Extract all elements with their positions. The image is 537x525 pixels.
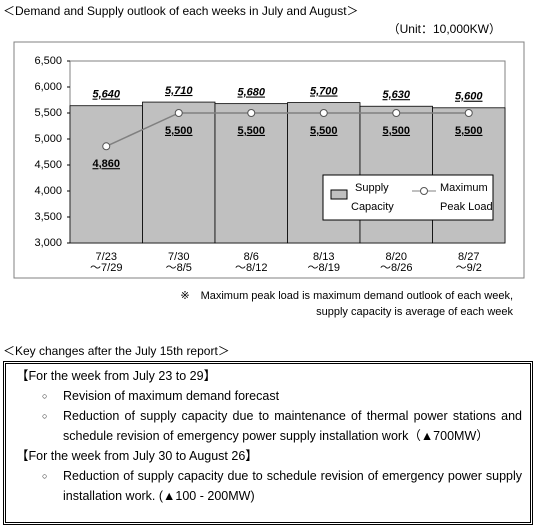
data-label: 5,500 [455, 125, 483, 137]
x-tick-label: 8/27 [458, 251, 479, 263]
data-label: 5,500 [237, 125, 265, 137]
unit: （Unit：10,000KW） [387, 22, 501, 36]
line [105, 112, 469, 147]
data-label: 5,640 [92, 89, 120, 101]
legend-label: Supply Capacity [351, 182, 394, 213]
legend-marker [420, 187, 428, 195]
x-tick-label: 8/6 [244, 251, 259, 263]
y-tick-label: 5,000 [34, 133, 62, 145]
bar [142, 101, 216, 244]
data-label: 5,630 [382, 89, 410, 101]
list-item: Reduction of supply capacity due to sche… [6, 466, 530, 506]
bar [214, 103, 288, 244]
y-tick-label: 5,500 [34, 107, 62, 119]
list-item: Revision of maximum demand forecast [6, 386, 530, 406]
data-label: 5,500 [382, 125, 410, 137]
note: supply capacity is average of each week [316, 306, 513, 318]
legend [322, 174, 494, 221]
list-item: Reduction of supply capacity due to main… [6, 406, 530, 446]
legend-swatch [330, 189, 348, 200]
section-title: ＜Key changes after the July 15th report＞ [3, 344, 230, 358]
y-tick-label: 6,000 [34, 81, 62, 93]
data-label: 5,500 [165, 125, 193, 137]
x-tick-label: 7/23 [96, 251, 117, 263]
line-point [102, 142, 111, 151]
line-point [319, 109, 328, 117]
y-tick-label: 3,500 [34, 211, 62, 223]
chart: 3,000 3,500 4,000 4,500 5,000 5,500 6,000 6,500… [13, 41, 525, 279]
y-tick-label: 3,000 [34, 237, 62, 249]
section-heading: 【For the week from July 23 to 29】 [16, 369, 217, 383]
line-point [174, 109, 183, 117]
y-tick-label: 6,500 [34, 55, 62, 67]
x-tick-label: ～8/19 [308, 262, 340, 274]
line-point [247, 109, 256, 117]
x-tick-label: ～8/12 [235, 262, 267, 274]
x-tick-label: ～8/5 [166, 262, 192, 274]
bar [69, 105, 143, 244]
data-label: 5,600 [455, 91, 483, 103]
note: ※ Maximum peak load is maximum demand ou… [180, 290, 513, 302]
y-tick-label: 4,500 [34, 159, 62, 171]
x-tick-label: 7/30 [168, 251, 189, 263]
line-point [464, 109, 473, 117]
line-point [392, 109, 401, 117]
x-tick-label: ～9/2 [456, 262, 482, 274]
chart-title: ＜Demand and Supply outlook of each weeks… [3, 4, 359, 18]
x-tick-label: 8/20 [386, 251, 407, 263]
key-changes-box: 【For the week from July 23 to 29】 Revisio… [3, 361, 533, 525]
bar [287, 102, 361, 244]
legend-label: Maximum Peak Load [440, 182, 493, 213]
section-heading: 【For the week from July 30 to August 26】 [16, 449, 258, 463]
data-label: 4,860 [92, 158, 120, 170]
x-tick-label: ～8/26 [380, 262, 412, 274]
data-label: 5,500 [310, 125, 338, 137]
data-label: 5,710 [165, 85, 193, 97]
x-tick-label: ～7/29 [90, 262, 122, 274]
y-tick-label: 4,000 [34, 185, 62, 197]
x-tick-label: 8/13 [313, 251, 334, 263]
data-label: 5,700 [310, 86, 338, 98]
data-label: 5,680 [237, 87, 265, 99]
